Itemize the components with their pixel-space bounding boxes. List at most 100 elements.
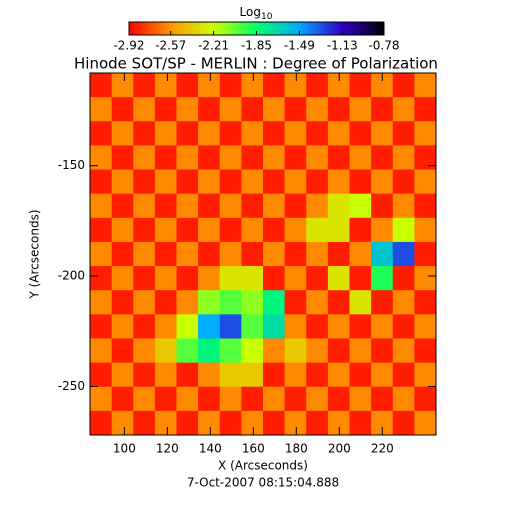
heatmap-cell — [133, 121, 156, 146]
heatmap-cell — [327, 266, 350, 291]
heatmap-cell — [90, 193, 113, 219]
heatmap-cell — [284, 338, 307, 364]
heatmap-cell — [154, 362, 177, 388]
colorbar-tick-label: -1.85 — [241, 39, 272, 53]
heatmap-cell — [327, 410, 350, 436]
heatmap-cell — [241, 169, 264, 195]
heatmap-cell — [176, 314, 199, 339]
heatmap-cell — [111, 410, 134, 436]
colorbar-tick-label: -2.57 — [155, 39, 186, 53]
heatmap-cell — [154, 73, 177, 98]
heatmap-cell — [414, 121, 437, 146]
heatmap-cell — [111, 338, 134, 364]
heatmap-cell — [154, 314, 177, 339]
heatmap-cell — [133, 217, 156, 243]
heatmap-cell — [349, 290, 372, 315]
heatmap-cell — [176, 410, 199, 436]
y-axis-label: Y (Arcseconds) — [28, 209, 42, 299]
heatmap-cell — [371, 73, 394, 98]
heatmap-cell — [133, 169, 156, 195]
heatmap-cell — [306, 145, 329, 171]
heatmap-cell — [154, 217, 177, 243]
heatmap-cell — [241, 73, 264, 98]
heatmap-cell — [176, 266, 199, 291]
heatmap-cell — [371, 266, 394, 291]
heatmap-cell — [111, 314, 134, 339]
heatmap-cell — [198, 121, 221, 146]
heatmap-cell — [241, 145, 264, 171]
heatmap-cell — [263, 145, 286, 171]
heatmap-cell — [306, 217, 329, 243]
heatmap-cell — [90, 338, 113, 364]
heatmap-cell — [133, 338, 156, 364]
heatmap-cell — [219, 266, 242, 291]
heatmap-cell — [219, 121, 242, 146]
heatmap-cell — [414, 266, 437, 291]
heatmap-cell — [263, 121, 286, 146]
heatmap-cell — [392, 193, 415, 219]
heatmap-cell — [327, 73, 350, 98]
x-tick-label: 140 — [199, 442, 222, 456]
heatmap-cell — [371, 338, 394, 364]
heatmap-cell — [263, 169, 286, 195]
heatmap-cell — [90, 169, 113, 195]
heatmap-cell — [111, 290, 134, 315]
heatmap-cell — [284, 362, 307, 388]
heatmap-cell — [349, 338, 372, 364]
heatmap-cell — [392, 217, 415, 243]
heatmap-cell — [349, 266, 372, 291]
heatmap-cell — [263, 410, 286, 436]
heatmap-cell — [219, 97, 242, 122]
heatmap-cell — [414, 241, 437, 267]
colorbar-title-sub: 10 — [261, 12, 273, 22]
heatmap-cell — [241, 217, 264, 243]
heatmap-cell — [371, 290, 394, 315]
heatmap-cell — [284, 266, 307, 291]
heatmap-cell — [284, 97, 307, 122]
heatmap-cell — [90, 97, 113, 122]
heatmap-cell — [392, 73, 415, 98]
heatmap-cell — [263, 217, 286, 243]
heatmap-cell — [327, 121, 350, 146]
heatmap-cell — [219, 169, 242, 195]
heatmap-cell — [176, 290, 199, 315]
heatmap-cell — [414, 338, 437, 364]
heatmap-cell — [306, 386, 329, 412]
heatmap-cell — [111, 386, 134, 412]
heatmap-cell — [90, 386, 113, 412]
heatmap-cell — [133, 266, 156, 291]
colorbar-tick-label: -0.78 — [368, 39, 399, 53]
heatmap-cell — [306, 266, 329, 291]
heatmap-cell — [349, 193, 372, 219]
heatmap-cell — [263, 266, 286, 291]
heatmap-cell — [133, 193, 156, 219]
heatmap-cell — [306, 97, 329, 122]
heatmap-cell — [90, 241, 113, 267]
heatmap-cell — [154, 386, 177, 412]
heatmap-cell — [176, 241, 199, 267]
heatmap-cell — [111, 169, 134, 195]
heatmap-cell — [349, 145, 372, 171]
heatmap-cell — [327, 217, 350, 243]
heatmap-cell — [219, 410, 242, 436]
heatmap-cell — [414, 193, 437, 219]
heatmap-cell — [133, 362, 156, 388]
heatmap-cell — [111, 217, 134, 243]
heatmap-cell — [414, 73, 437, 98]
heatmap-cell — [154, 145, 177, 171]
heatmap-cell — [241, 314, 264, 339]
heatmap-cell — [241, 241, 264, 267]
heatmap-cell — [198, 145, 221, 171]
heatmap-cell — [371, 97, 394, 122]
heatmap-cell — [154, 338, 177, 364]
heatmap-cell — [349, 314, 372, 339]
heatmap-cell — [219, 338, 242, 364]
heatmap-cell — [219, 314, 242, 339]
heatmap-cell — [198, 338, 221, 364]
heatmap-cell — [133, 386, 156, 412]
heatmap-cell — [111, 362, 134, 388]
heatmap-cell — [371, 121, 394, 146]
heatmap-cell — [263, 73, 286, 98]
heatmap-cell — [90, 217, 113, 243]
heatmap-cell — [219, 145, 242, 171]
